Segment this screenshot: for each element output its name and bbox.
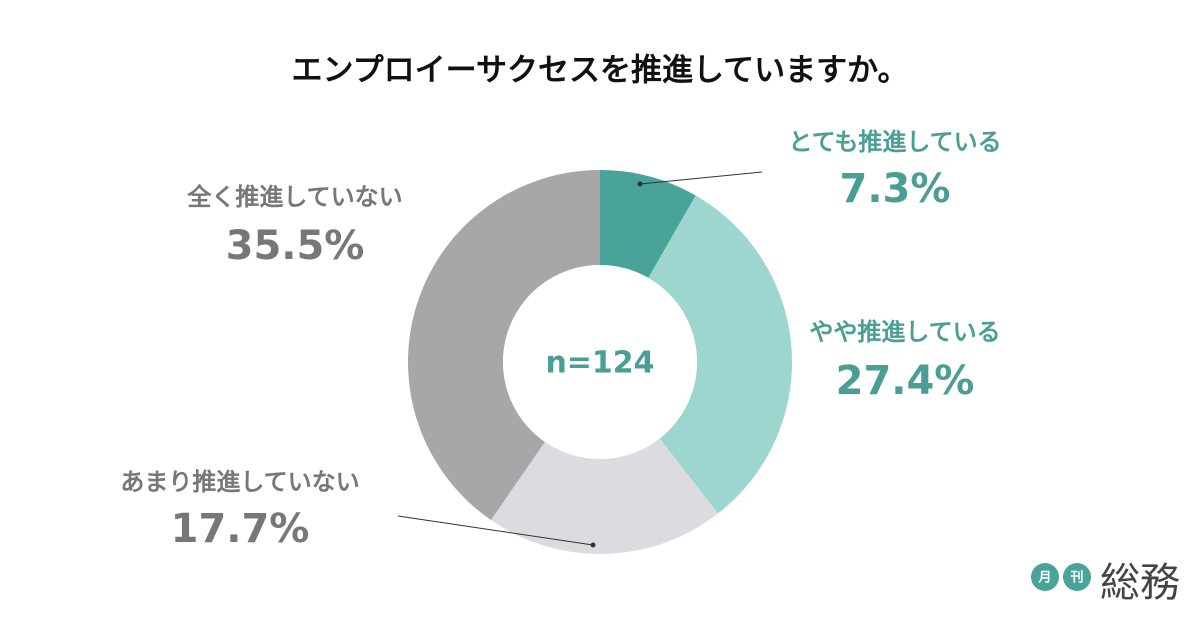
value-label: 35.5% bbox=[226, 223, 365, 269]
logo-badge bbox=[1063, 563, 1091, 591]
leader-dot bbox=[637, 181, 643, 187]
category-label: やや推進している bbox=[809, 318, 1000, 346]
value-label: 27.4% bbox=[836, 358, 975, 404]
category-label: とても推進している bbox=[788, 128, 1001, 156]
logo-text: 刊 bbox=[1070, 571, 1083, 586]
logo: 月 刊 総務 bbox=[1031, 560, 1180, 606]
center-label: n=124 bbox=[545, 346, 654, 381]
logo-badge bbox=[1031, 563, 1059, 591]
category-label: 全く推進していない bbox=[186, 183, 402, 211]
donut-hole bbox=[503, 265, 697, 459]
leader-line bbox=[639, 171, 763, 185]
value-label: 7.3% bbox=[840, 166, 951, 212]
leader-line bbox=[397, 515, 594, 546]
logo-text: 月 bbox=[1037, 571, 1051, 586]
slice bbox=[408, 170, 600, 521]
leader-dot bbox=[590, 542, 596, 548]
chart-title: エンプロイーサクセスを推進していますか。 bbox=[292, 53, 909, 89]
slice bbox=[490, 438, 718, 554]
logo-name: 総務 bbox=[1100, 560, 1180, 606]
slice bbox=[600, 170, 696, 278]
slice bbox=[648, 195, 793, 514]
category-label: あまり推進していない bbox=[120, 468, 359, 496]
value-label: 17.7% bbox=[171, 506, 310, 552]
